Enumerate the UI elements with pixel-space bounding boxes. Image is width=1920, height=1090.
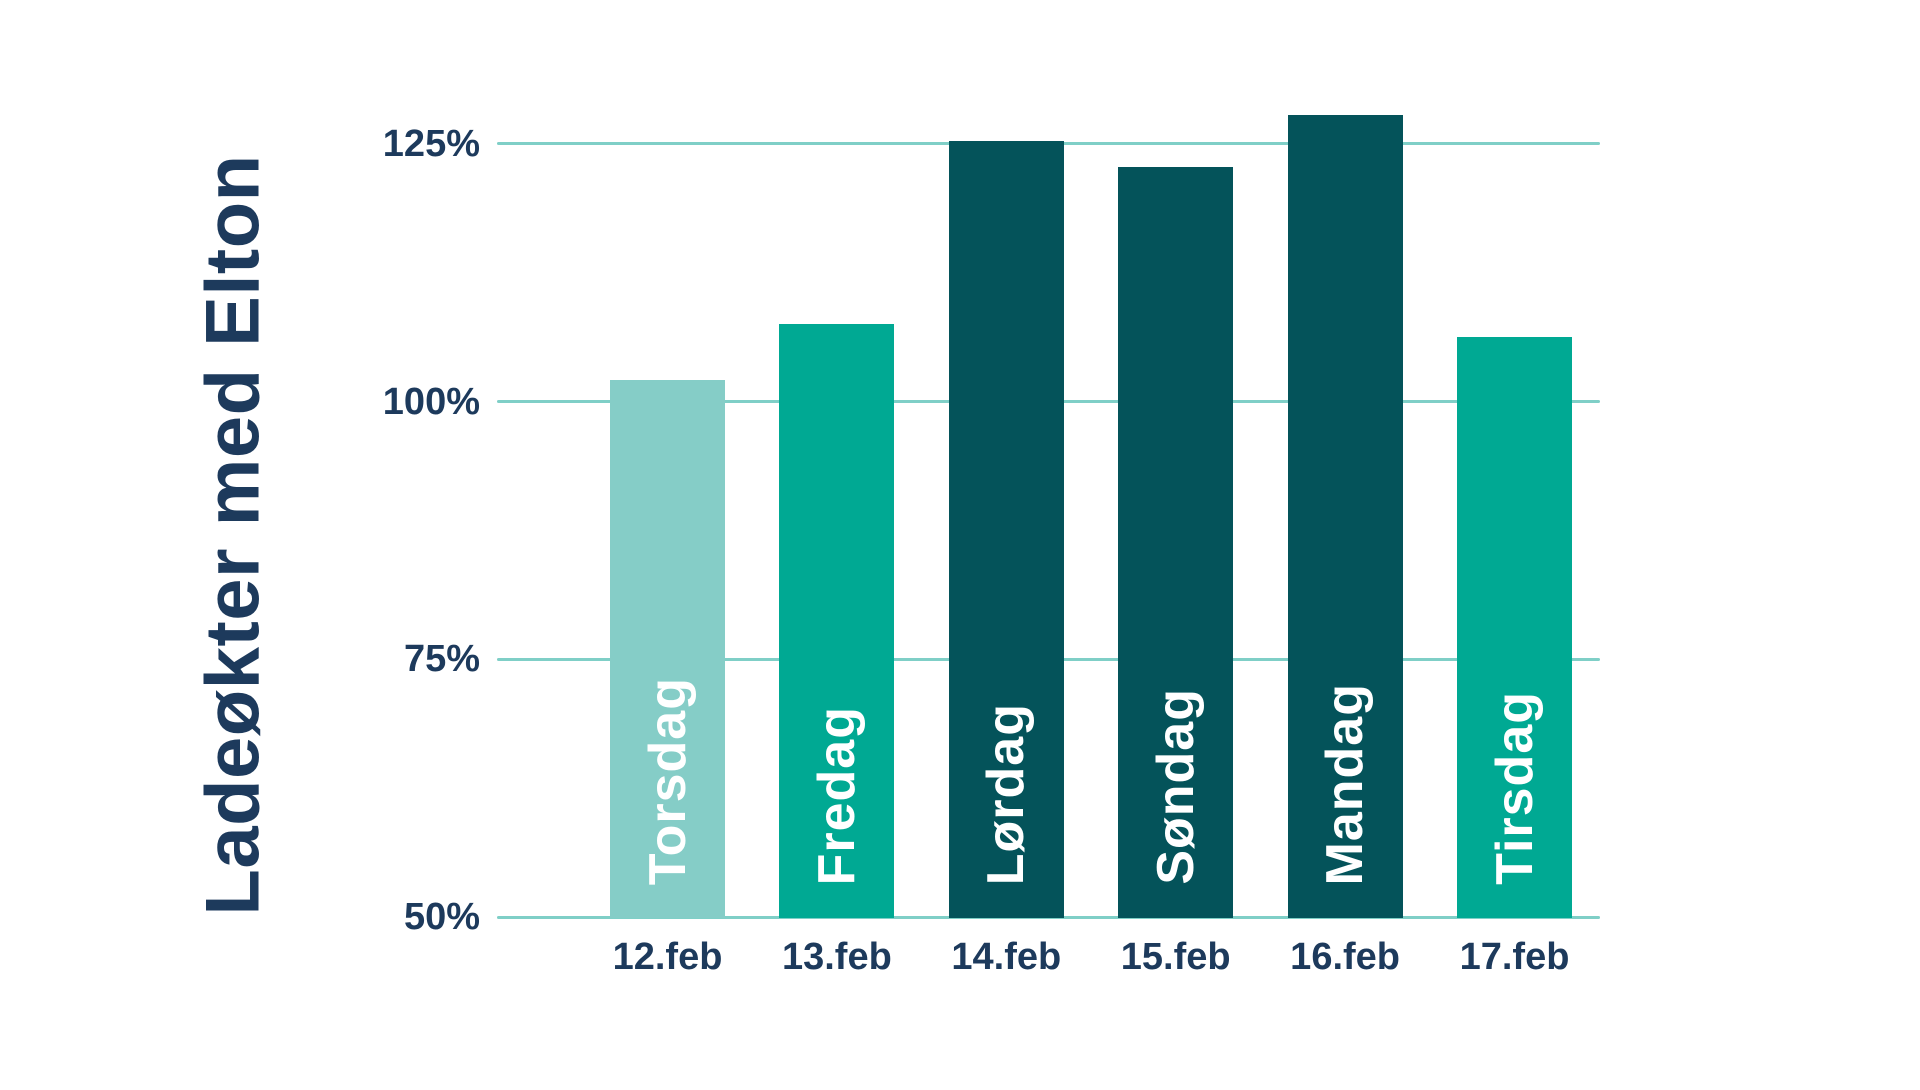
bar-label: Lørdag	[977, 702, 1036, 885]
bar-label: Søndag	[1146, 688, 1205, 885]
y-axis-tick-label: 50%	[403, 896, 480, 938]
bar-label: Mandag	[1316, 682, 1375, 885]
x-axis-tick-label: 15.feb	[1120, 936, 1231, 978]
x-axis-tick-label: 14.feb	[951, 936, 1062, 978]
y-axis-tick-label: 100%	[382, 380, 480, 423]
x-axis-tick-label: 16.feb	[1290, 936, 1401, 978]
chart-title: Ladeøkter med Elton	[190, 154, 276, 916]
x-axis-tick-label: 13.feb	[781, 936, 892, 978]
y-axis-tick-label: 75%	[403, 638, 480, 681]
bar-label: Fredag	[807, 705, 866, 885]
x-axis-tick-label: 17.feb	[1459, 936, 1570, 978]
bar-fredag: Fredag	[779, 324, 895, 918]
bar-lørdag: Lørdag	[948, 140, 1064, 918]
y-axis-tick-label: 125%	[382, 122, 480, 165]
bar-søndag: Søndag	[1118, 166, 1234, 918]
bar-label: Tirsdag	[1485, 691, 1544, 885]
bar-label: Torsdag	[638, 676, 697, 885]
bar-torsdag: Torsdag	[610, 380, 725, 918]
bar-mandag: Mandag	[1287, 115, 1403, 918]
bar-tirsdag: Tirsdag	[1457, 336, 1572, 918]
x-axis-tick-label: 12.feb	[612, 936, 723, 978]
